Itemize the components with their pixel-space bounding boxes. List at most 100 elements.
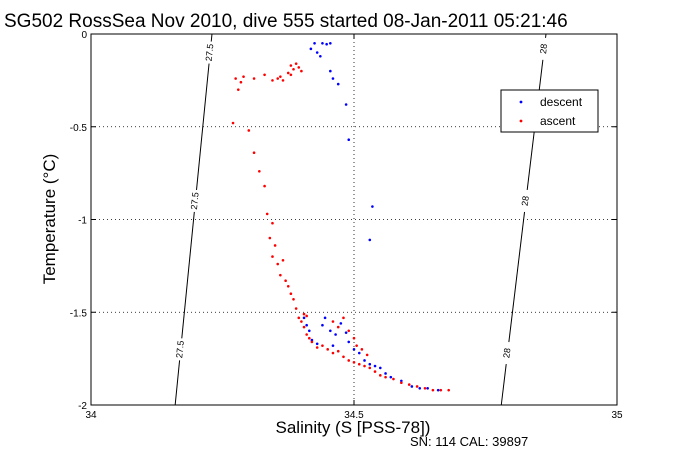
descent-point: [368, 238, 372, 242]
ascent-point: [252, 151, 256, 155]
ascent-point: [247, 129, 251, 132]
descent-point: [400, 379, 403, 383]
ascent-point: [263, 184, 266, 188]
ascent-point: [289, 292, 293, 296]
ascent-point: [294, 307, 298, 310]
descent-point: [329, 329, 332, 333]
descent-point: [321, 323, 324, 327]
ascent-point: [307, 336, 311, 340]
y-tick-label: -1: [78, 216, 87, 227]
x-tick-label: 34: [85, 410, 97, 421]
descent-point: [315, 51, 319, 54]
x-tick-label: 35: [611, 410, 623, 421]
descent-point: [344, 103, 348, 106]
contour-label-bg: [190, 189, 201, 212]
ascent-point: [315, 346, 319, 349]
ascent-point: [271, 221, 274, 225]
ascent-point: [300, 320, 303, 323]
ascent-point: [273, 244, 277, 247]
legend-label-ascent: ascent: [540, 114, 576, 128]
ascent-point: [279, 75, 282, 78]
ascent-point: [336, 349, 340, 353]
y-tick-label: -2: [78, 401, 87, 412]
descent-point: [352, 348, 356, 351]
ascent-point: [423, 387, 427, 390]
legend-marker-descent: [519, 100, 523, 104]
descent-point: [426, 387, 429, 390]
descent-point: [347, 340, 351, 344]
ascent-point: [352, 361, 356, 364]
descent-point: [323, 316, 327, 320]
ascent-point: [289, 64, 293, 67]
x-tick-label: 34.5: [344, 410, 364, 421]
ascent-point: [265, 212, 269, 216]
ascent-point: [302, 325, 306, 329]
axis-ticks: 34 34.5 35 0 -0.5 -1 -1.5 -2: [70, 30, 623, 421]
ascent-point: [400, 381, 403, 385]
ascent-point: [365, 353, 369, 357]
descent-point: [319, 54, 322, 58]
ascent-point: [292, 67, 295, 71]
ascent-point: [271, 79, 274, 82]
ascent-point: [368, 366, 372, 370]
ascent-point: [310, 340, 314, 344]
contour-label-bg: [502, 342, 513, 365]
contour-label: 27.5: [189, 192, 201, 210]
ascent-point: [263, 73, 266, 77]
descent-point: [344, 331, 348, 334]
descent-point: [371, 205, 374, 208]
descent-point: [321, 41, 324, 45]
ascent-point: [347, 329, 351, 333]
y-tick-label: -0.5: [70, 123, 88, 134]
descent-point: [334, 333, 337, 336]
ascent-point: [239, 80, 243, 84]
ascent-point: [276, 77, 280, 80]
ascent-point: [363, 364, 366, 368]
ascent-point: [231, 121, 235, 125]
descent-point: [418, 387, 422, 390]
contour-label-bg: [520, 189, 531, 212]
ascent-point: [342, 355, 345, 359]
legend: descent ascent: [500, 89, 599, 133]
ascent-point: [336, 325, 340, 329]
contour-label-bg: [539, 37, 550, 60]
contour-label: 28: [501, 347, 512, 358]
ascent-point: [294, 62, 298, 65]
data-points: [231, 41, 450, 392]
y-tick-label: 0: [81, 30, 87, 41]
ascent-point: [384, 375, 387, 379]
ascent-point: [357, 362, 361, 366]
legend-box: [500, 89, 599, 133]
contour-label: 27.5: [204, 43, 216, 61]
ascent-point: [252, 77, 256, 80]
legend-marker-ascent: [519, 119, 523, 123]
footer-label: SN: 114 CAL: 39897: [410, 434, 528, 449]
ascent-point: [331, 320, 335, 323]
ascent-point: [373, 370, 377, 373]
ascent-point: [439, 388, 443, 392]
ascent-point: [271, 255, 274, 258]
ascent-point: [297, 66, 301, 69]
descent-point: [329, 41, 332, 45]
ascent-point: [242, 75, 245, 78]
descent-point: [305, 323, 308, 327]
descent-point: [329, 69, 332, 73]
ascent-point: [281, 259, 285, 262]
ascent-point: [281, 79, 285, 82]
descent-point: [309, 47, 313, 51]
y-tick-label: -1.5: [70, 308, 88, 319]
ascent-point: [276, 262, 280, 266]
descent-point: [307, 329, 311, 333]
descent-point: [331, 344, 335, 347]
ascent-point: [289, 73, 293, 77]
ascent-point: [321, 344, 324, 347]
ascent-point: [347, 359, 351, 362]
ascent-point: [431, 388, 435, 392]
ascent-point: [415, 385, 419, 388]
descent-point: [379, 366, 382, 370]
y-axis-label: Temperature (°C): [40, 154, 59, 285]
contour-label-bg: [175, 338, 186, 361]
descent-point: [436, 388, 440, 392]
descent-point: [302, 316, 306, 320]
